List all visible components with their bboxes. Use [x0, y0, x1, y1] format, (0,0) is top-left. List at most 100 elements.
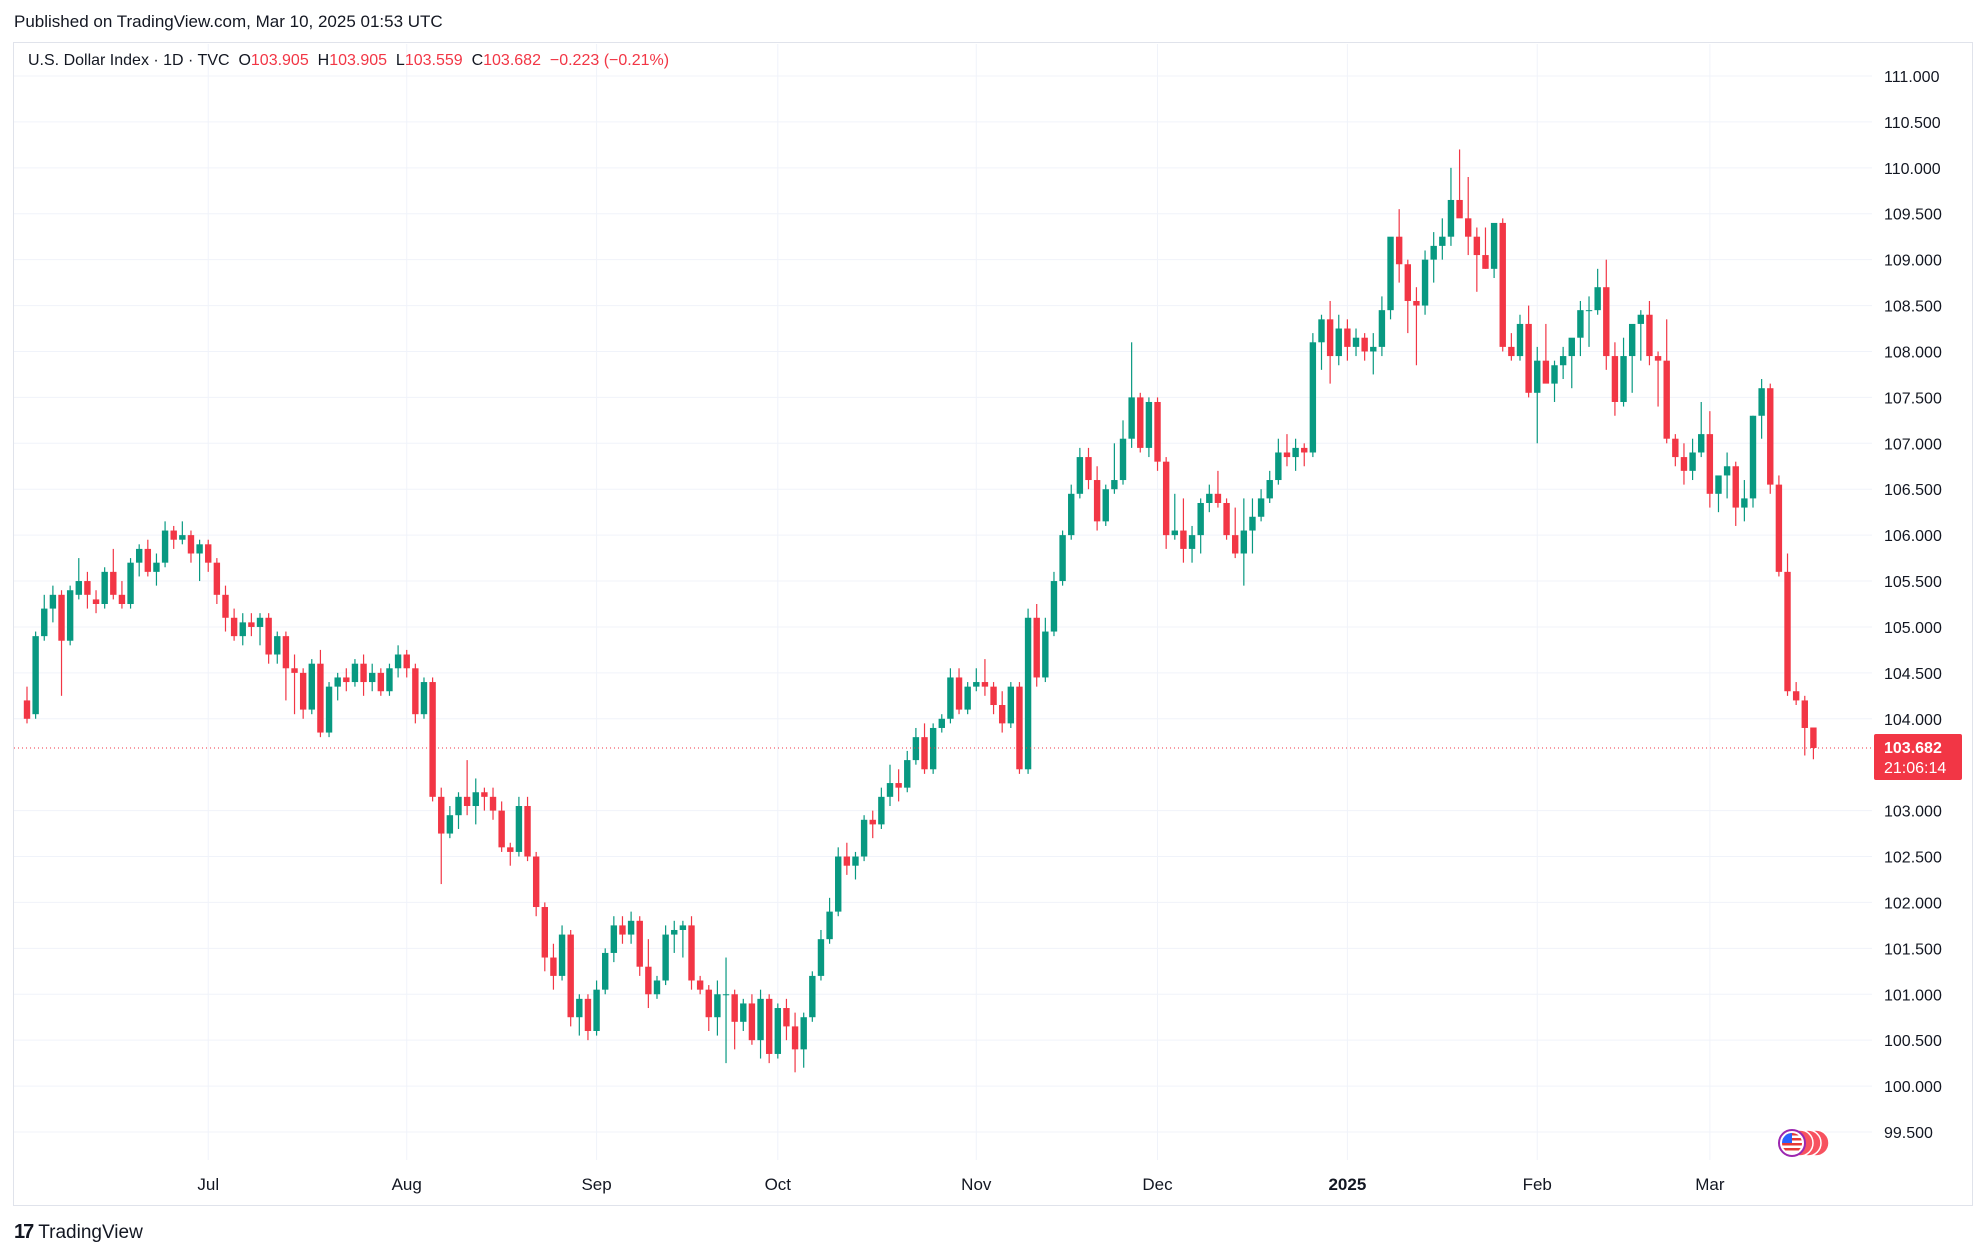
candle — [196, 539, 203, 582]
candle-body — [1775, 484, 1783, 572]
candle — [127, 558, 134, 609]
candle — [32, 631, 39, 719]
candle — [765, 994, 773, 1064]
candle — [835, 847, 842, 917]
candle — [671, 920, 678, 953]
legend-close-label: C — [471, 52, 484, 69]
candle — [1698, 401, 1705, 458]
candle — [886, 764, 894, 807]
candle — [1206, 484, 1213, 513]
candle-body — [653, 980, 661, 995]
last-price-tag: 103.682 21:06:14 — [1874, 733, 1962, 780]
price-tick-label: 99.500 — [1884, 1125, 1933, 1142]
candle — [878, 787, 885, 829]
candle — [921, 723, 928, 774]
candle-body — [1421, 259, 1429, 306]
candle-body — [1767, 388, 1774, 485]
candle — [1637, 310, 1645, 361]
candle-body — [1525, 323, 1532, 393]
candle — [412, 663, 419, 724]
candle-body — [230, 617, 238, 637]
candle — [1559, 346, 1567, 380]
candle-body — [1551, 365, 1558, 384]
candle-body — [1715, 475, 1722, 494]
candle-body — [386, 668, 393, 692]
candle-body — [161, 530, 169, 563]
candle — [955, 668, 963, 715]
candle — [1784, 553, 1791, 696]
legend-symbol[interactable]: U.S. Dollar Index · 1D · TVC — [28, 52, 230, 69]
candle — [1715, 475, 1722, 513]
price-tick-label: 109.000 — [1884, 253, 1942, 270]
candle — [1646, 300, 1653, 366]
candle — [1473, 227, 1481, 292]
candle — [41, 594, 48, 641]
candle-body — [334, 677, 341, 687]
candle — [696, 975, 704, 995]
us-flag-events-icon[interactable] — [1763, 1128, 1833, 1158]
candle-body — [49, 594, 57, 609]
candle — [144, 539, 152, 577]
legend-open-value: 103.905 — [250, 52, 309, 69]
candle — [843, 842, 851, 875]
candle — [636, 916, 643, 976]
candle — [110, 548, 117, 600]
candle-body — [1016, 686, 1023, 770]
candle — [1059, 530, 1066, 586]
candle-body — [403, 654, 410, 669]
candle — [567, 929, 574, 1027]
chart-frame[interactable] — [13, 42, 1973, 1206]
candle-body — [153, 562, 160, 572]
candle — [860, 815, 868, 862]
candle-body — [524, 806, 531, 857]
candle — [248, 613, 255, 637]
candle — [558, 925, 566, 981]
time-tick-label: Feb — [1523, 1175, 1552, 1194]
candle — [58, 590, 65, 696]
candle — [662, 925, 669, 986]
candle-body — [1275, 452, 1282, 481]
candle — [369, 663, 376, 692]
candle-body — [1214, 493, 1222, 503]
candle — [1154, 397, 1161, 471]
candle — [1171, 493, 1178, 540]
candle — [1551, 360, 1558, 402]
candle — [722, 957, 730, 1064]
candle-body — [1620, 356, 1627, 402]
candle — [809, 971, 816, 1022]
candle — [360, 654, 367, 696]
candle — [386, 663, 393, 696]
candle-body — [1810, 727, 1817, 748]
candle-body — [213, 562, 221, 595]
time-tick-label: Oct — [765, 1175, 792, 1194]
candle — [731, 989, 738, 1050]
candle — [1430, 232, 1437, 283]
candle — [1499, 218, 1506, 352]
candle — [1076, 447, 1084, 499]
candle-body — [1232, 535, 1239, 554]
candle — [1102, 484, 1109, 526]
time-tick-label: Jul — [197, 1175, 219, 1194]
candle-body — [541, 907, 548, 958]
candle — [92, 590, 100, 614]
candle — [1465, 177, 1472, 256]
legend-close-value: 103.682 — [483, 52, 541, 69]
candle — [1016, 682, 1023, 774]
candle-body — [1482, 255, 1489, 269]
price-tag-value: 103.682 — [1884, 740, 1942, 757]
candle — [515, 796, 523, 857]
legend-high-value: 103.905 — [329, 52, 388, 69]
candle — [1534, 346, 1541, 444]
candle — [1672, 434, 1679, 467]
candle-body — [1240, 530, 1248, 554]
tradingview-brand[interactable]: 17 TradingView — [14, 1221, 143, 1244]
candle-body — [308, 663, 315, 710]
candle — [1188, 525, 1196, 563]
candle — [998, 691, 1006, 733]
price-tick-label: 111.000 — [1884, 69, 1940, 86]
candle — [1214, 470, 1222, 508]
candle — [1387, 236, 1394, 320]
candle — [1516, 314, 1524, 361]
candle — [869, 810, 876, 839]
